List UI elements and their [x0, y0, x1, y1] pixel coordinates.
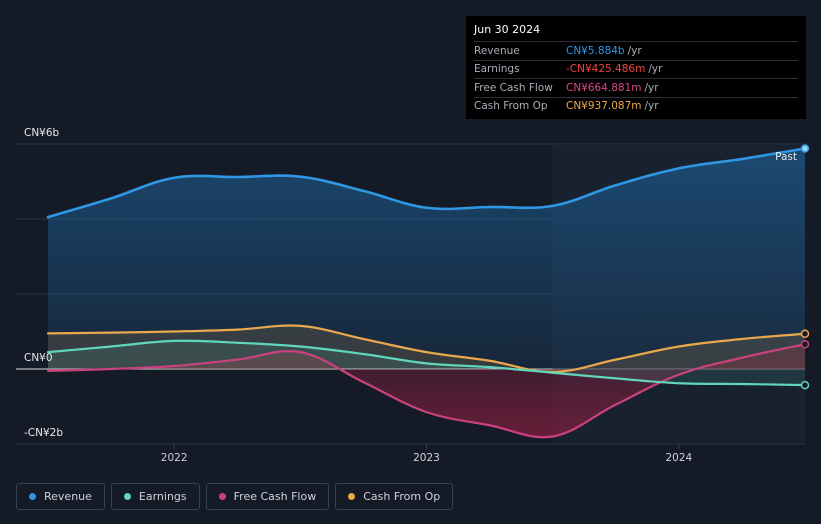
chart-area: CN¥6b CN¥0 -CN¥2b 2022 2023 2024 Past	[16, 127, 810, 464]
tooltip-label: Earnings	[474, 63, 520, 76]
tooltip-label: Revenue	[474, 44, 520, 57]
legend: Revenue Earnings Free Cash Flow Cash Fro…	[16, 483, 454, 510]
tooltip-date: Jun 30 2024	[474, 23, 798, 42]
cash-from-op-line	[46, 324, 807, 374]
legend-item-free-cash-flow[interactable]: Free Cash Flow	[205, 483, 330, 510]
tooltip: Jun 30 2024 Revenue CN¥5.884b /yr Earnin…	[466, 16, 806, 119]
tooltip-label: Free Cash Flow	[474, 81, 553, 94]
legend-label: Revenue	[44, 490, 92, 503]
legend-label: Cash From Op	[363, 490, 441, 503]
tooltip-unit: /yr	[644, 81, 659, 94]
tooltip-row-revenue: Revenue CN¥5.884b /yr	[474, 42, 798, 61]
revenue-area	[48, 148, 805, 369]
tooltip-unit: /yr	[648, 63, 663, 76]
free-cash-flow-area	[48, 344, 805, 438]
legend-item-cash-from-op[interactable]: Cash From Op	[335, 483, 454, 510]
legend-dot-icon	[348, 493, 356, 500]
revenue-line	[46, 147, 807, 219]
tooltip-value: CN¥5.884b	[566, 44, 625, 57]
legend-label: Earnings	[138, 490, 187, 503]
tooltip-value: CN¥664.881m	[566, 81, 642, 94]
tooltip-row-earnings: Earnings -CN¥425.486m /yr	[474, 61, 798, 79]
legend-dot-icon	[29, 493, 36, 500]
legend-label: Free Cash Flow	[233, 490, 317, 503]
y-tick-label: -CN¥2b	[24, 427, 63, 439]
legend-item-revenue[interactable]: Revenue	[16, 483, 105, 510]
x-tick-label: 2022	[161, 452, 188, 464]
tooltip-value: -CN¥425.486m	[566, 63, 646, 76]
y-axis: CN¥6b CN¥0 -CN¥2b	[24, 127, 63, 439]
free-cash-flow-endpoint	[800, 340, 810, 349]
tooltip-row-cash-from-op: Cash From Op CN¥937.087m /yr	[474, 98, 798, 116]
earnings-line	[46, 339, 807, 387]
earnings-area	[48, 340, 805, 386]
x-tick-label: 2023	[413, 452, 440, 464]
series-endpoints	[800, 144, 810, 390]
x-tick-label: 2024	[665, 452, 692, 464]
x-axis: 2022 2023 2024	[16, 443, 805, 464]
tooltip-unit: /yr	[644, 100, 659, 113]
legend-dot-icon	[218, 493, 226, 500]
legend-item-earnings[interactable]: Earnings	[110, 483, 200, 510]
series-lines	[46, 147, 807, 439]
tooltip-row-free-cash-flow: Free Cash Flow CN¥664.881m /yr	[474, 79, 798, 98]
y-tick-label: CN¥0	[24, 352, 53, 364]
tooltip-value: CN¥937.087m	[566, 100, 642, 113]
free-cash-flow-line	[46, 343, 807, 439]
y-tick-label: CN¥6b	[24, 127, 60, 139]
revenue-endpoint	[800, 144, 810, 153]
cash-from-op-endpoint	[800, 329, 810, 338]
legend-dot-icon	[123, 493, 131, 500]
tooltip-label: Cash From Op	[474, 100, 548, 113]
earnings-endpoint	[800, 380, 810, 390]
tooltip-unit: /yr	[627, 44, 642, 57]
past-label: Past	[775, 151, 797, 163]
